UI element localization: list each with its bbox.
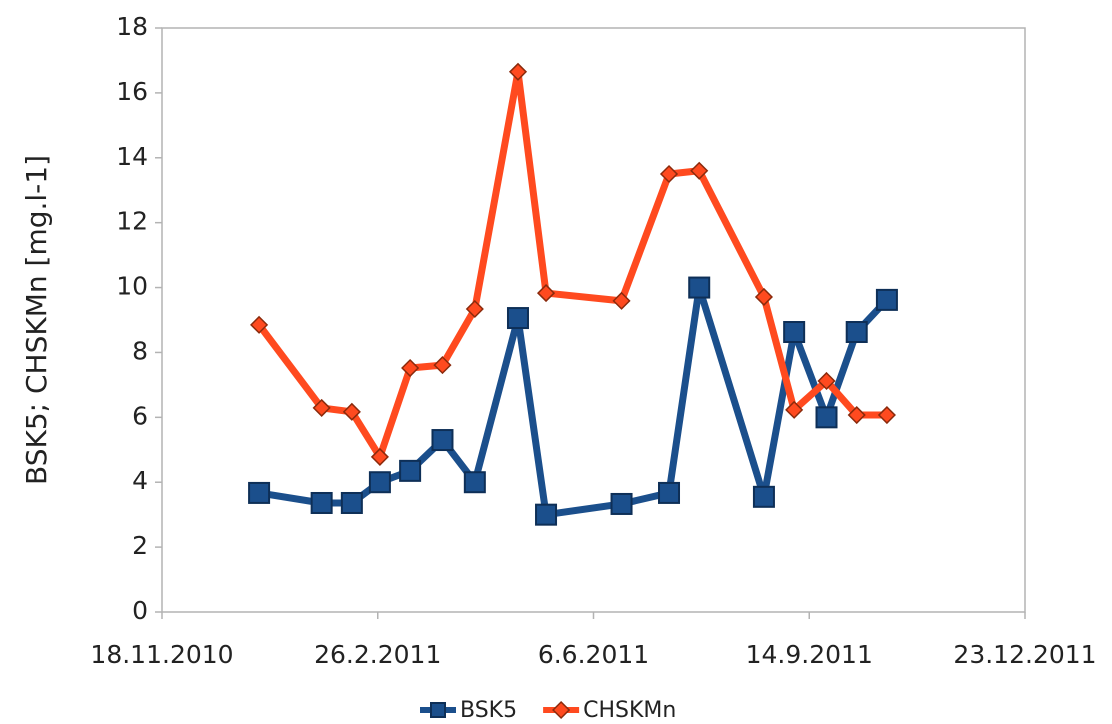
y-tick-label: 2 (132, 531, 148, 560)
data-point (785, 400, 804, 419)
y-tick-label: 6 (132, 401, 148, 430)
y-tick-label: 4 (132, 466, 148, 495)
y-tick-label: 18 (116, 12, 148, 41)
data-point (754, 287, 774, 307)
data-point (658, 481, 681, 504)
data-point (370, 447, 389, 466)
data-point (340, 491, 363, 514)
data-point (465, 299, 484, 319)
legend-label: CHSKMn (583, 698, 676, 723)
legend-label: BSK5 (460, 698, 517, 723)
y-tick-label: 10 (116, 272, 148, 301)
data-point (610, 492, 633, 515)
x-tick-label: 14.9.2011 (746, 640, 873, 669)
data-point (431, 429, 454, 452)
data-point (508, 62, 528, 81)
data-point (368, 471, 391, 494)
y-tick-label: 16 (116, 77, 148, 106)
data-point (817, 371, 836, 391)
data-point (612, 291, 631, 310)
data-point (815, 406, 838, 429)
plot-frame (161, 27, 1026, 613)
data-point (659, 164, 679, 184)
x-tick-label: 18.11.2010 (90, 640, 233, 669)
y-tick-label: 0 (132, 596, 148, 625)
data-point (463, 471, 486, 494)
data-point (250, 315, 269, 334)
data-point (342, 402, 361, 421)
data-point (535, 503, 558, 526)
data-point (401, 358, 420, 378)
x-tick-label: 23.12.2011 (953, 640, 1096, 669)
y-axis-label: BSK5; CHSKMn [mg.l-1] (20, 155, 53, 485)
x-tick-label: 26.2.2011 (314, 640, 441, 669)
data-point (877, 406, 896, 425)
series-line (256, 68, 887, 461)
data-point (875, 288, 898, 311)
y-tick-label: 8 (132, 336, 148, 365)
data-point (688, 276, 711, 299)
data-point (536, 284, 556, 303)
data-point (847, 406, 866, 425)
data-point (752, 485, 775, 508)
legend-marker (430, 702, 446, 718)
data-point (310, 491, 333, 514)
legend-marker (552, 700, 571, 720)
data-point (399, 459, 422, 482)
data-point (845, 321, 868, 344)
data-point (248, 481, 271, 504)
data-point (783, 321, 806, 344)
x-tick-label: 6.6.2011 (538, 640, 649, 669)
data-point (506, 307, 529, 330)
y-tick-label: 14 (116, 142, 148, 171)
data-point (312, 398, 331, 417)
data-point (690, 161, 709, 180)
data-point (433, 356, 452, 375)
y-tick-label: 12 (116, 207, 148, 236)
